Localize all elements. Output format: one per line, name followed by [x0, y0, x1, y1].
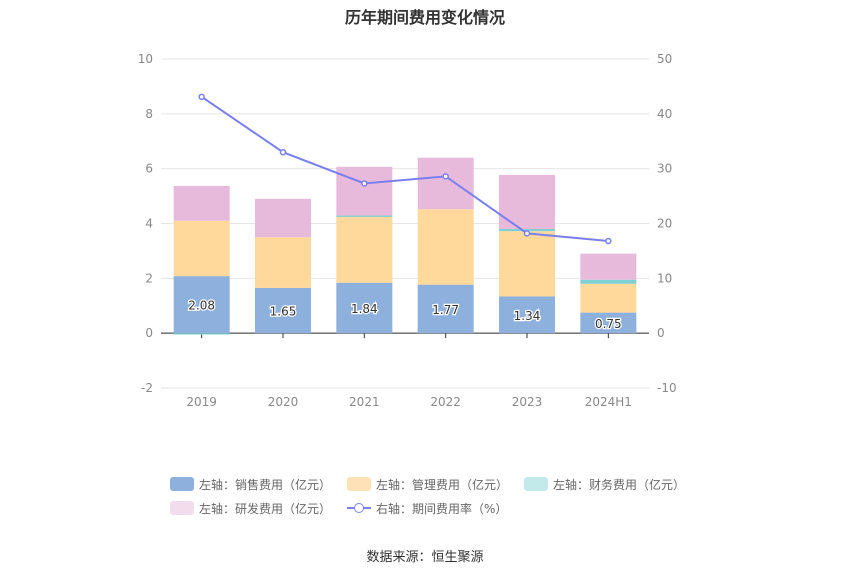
bar-segment — [173, 220, 230, 277]
left-axis-tick-label: 2 — [145, 271, 153, 285]
left-axis-tick-label: -2 — [141, 381, 153, 395]
legend-item-rnd[interactable]: 左轴：研发费用（亿元） — [170, 500, 331, 517]
bar-segment — [336, 282, 393, 334]
legend-swatch-sales — [170, 477, 194, 491]
legend-label-admin: 左轴：管理费用（亿元） — [376, 477, 509, 492]
line-point — [198, 93, 205, 101]
x-axis-tick-label: 2022 — [430, 395, 461, 409]
x-axis-tick-label: 2019 — [186, 395, 217, 409]
bar-segment — [580, 312, 637, 334]
line-point — [605, 237, 612, 245]
legend-item-expense-rate[interactable]: 右轴：期间费用率（%） — [347, 500, 507, 517]
bar-data-label: 1.65 — [270, 305, 297, 319]
line-point — [442, 173, 449, 180]
bar-segment — [417, 209, 474, 285]
x-axis-tick-label: 2020 — [268, 395, 299, 409]
bar-segment — [499, 231, 555, 297]
left-axis-tick-label: 6 — [145, 162, 153, 176]
right-axis-tick-label: 30 — [657, 162, 672, 176]
bar-segment — [336, 215, 393, 217]
legend-item-sales[interactable]: 左轴：销售费用（亿元） — [170, 476, 331, 493]
legend-label-rnd: 左轴：研发费用（亿元） — [199, 501, 332, 516]
bar-segment — [580, 253, 637, 280]
left-axis-tick-label: 10 — [138, 52, 153, 66]
bar-segment — [173, 185, 230, 221]
bar-data-label: 1.77 — [432, 303, 459, 317]
left-axis-tick-label: 0 — [145, 326, 153, 340]
line-point — [523, 230, 531, 237]
x-axis-tick-label: 2021 — [349, 395, 380, 409]
right-axis-tick-label: 20 — [657, 217, 672, 231]
chart-title: 历年期间费用变化情况 — [344, 8, 505, 27]
bar-segment — [499, 296, 555, 334]
line-point — [361, 180, 368, 187]
bar-segment — [255, 287, 311, 334]
line-point — [279, 148, 287, 156]
series-line-expense-rate — [201, 96, 609, 243]
legend-line-marker-icon — [347, 501, 372, 515]
data-source-note: 数据来源：恒生聚源 — [366, 550, 484, 565]
legend-item-finance[interactable]: 左轴：财务费用（亿元） — [524, 476, 685, 493]
right-axis-tick-label: 10 — [657, 271, 672, 285]
right-axis-tick-label: -10 — [657, 381, 677, 395]
legend-swatch-admin — [347, 477, 372, 491]
bar-segment — [336, 166, 393, 216]
bar-data-label: 0.75 — [595, 317, 622, 331]
bar-segment — [417, 284, 474, 334]
bar-segment — [580, 279, 637, 284]
legend-swatch-finance — [524, 477, 549, 491]
bar-segment — [580, 283, 637, 313]
legend-label-sales: 左轴：销售费用（亿元） — [199, 477, 332, 492]
chart-legend: 左轴：销售费用（亿元） 左轴：管理费用（亿元） 左轴：财务费用（亿元） 左轴：研… — [170, 472, 690, 520]
bar-data-label: 1.84 — [351, 302, 378, 316]
legend-item-admin[interactable]: 左轴：管理费用（亿元） — [347, 476, 508, 493]
bar-segment — [173, 333, 230, 335]
legend-row-2: 左轴：研发费用（亿元） 右轴：期间费用率（%） — [170, 496, 690, 520]
legend-row-1: 左轴：销售费用（亿元） 左轴：管理费用（亿元） 左轴：财务费用（亿元） — [170, 472, 690, 496]
right-axis-tick-label: 50 — [657, 52, 672, 66]
bar-data-label: 2.08 — [188, 299, 215, 313]
legend-label-finance: 左轴：财务费用（亿元） — [553, 477, 686, 492]
bar-segment — [173, 276, 230, 334]
left-axis-tick-label: 8 — [145, 107, 153, 121]
right-axis-tick-label: 40 — [657, 107, 672, 121]
bar-segment — [417, 157, 474, 210]
bar-segment — [255, 237, 311, 288]
bar-data-label: 1.34 — [514, 309, 541, 323]
bar-segment — [336, 216, 393, 283]
legend-label-expense-rate: 右轴：期间费用率（%） — [376, 501, 508, 516]
right-axis-tick-label: 0 — [657, 326, 665, 340]
bar-segment — [255, 198, 311, 238]
x-axis-tick-label: 2024H1 — [585, 395, 632, 409]
left-axis-tick-label: 4 — [145, 217, 153, 231]
legend-swatch-rnd — [170, 501, 194, 515]
bar-segment — [499, 228, 555, 232]
bar-segment — [499, 174, 555, 229]
x-axis-tick-label: 2023 — [512, 395, 543, 409]
